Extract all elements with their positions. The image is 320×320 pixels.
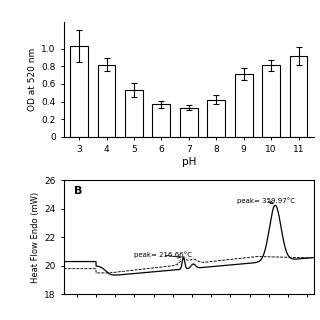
Bar [262, 66, 280, 137]
Bar [290, 56, 308, 137]
Text: peak= 359.97°C: peak= 359.97°C [237, 197, 295, 204]
Bar [98, 65, 116, 137]
Y-axis label: Heat Flow Endo (mW): Heat Flow Endo (mW) [31, 192, 40, 283]
Text: peak= 216.66°C: peak= 216.66°C [133, 252, 192, 258]
Y-axis label: OD at 520 nm: OD at 520 nm [28, 48, 37, 111]
Bar [125, 90, 143, 137]
Bar [70, 46, 88, 137]
Bar [180, 108, 198, 137]
X-axis label: pH: pH [182, 157, 196, 167]
Bar [152, 104, 170, 137]
Text: B: B [74, 186, 82, 196]
Bar [207, 100, 225, 137]
Bar [235, 74, 252, 137]
